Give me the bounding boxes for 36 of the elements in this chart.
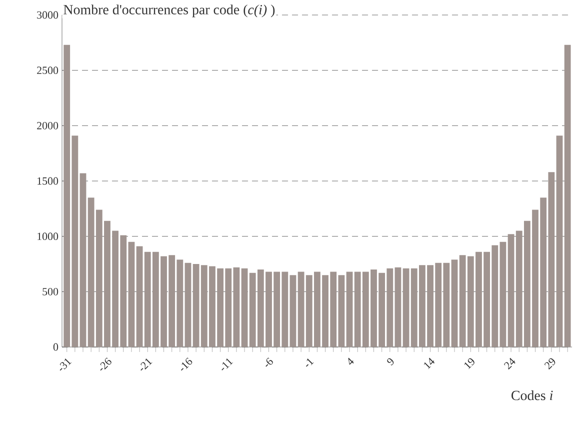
bar [136, 246, 143, 347]
x-tick-label: 19 [464, 358, 474, 370]
bar [564, 44, 571, 347]
y-tick-label: 500 [42, 288, 58, 296]
x-tick-label: 9 [387, 358, 394, 366]
bar [80, 173, 86, 347]
bar [402, 268, 410, 347]
bar [128, 242, 135, 347]
y-tick-label: 3000 [37, 11, 58, 19]
y-tick-label: 2000 [37, 122, 58, 130]
bar [556, 136, 563, 347]
x-tick-label: -16 [180, 358, 192, 371]
x-tick-label: 29 [544, 358, 556, 370]
y-tick-label: 0 [53, 343, 58, 351]
x-tick-label: -11 [222, 358, 234, 370]
chart-title: Nombre d'occurrences par code (c(i) ) [64, 4, 275, 18]
y-tick-label: 1000 [38, 232, 58, 240]
x-tick-label: 4 [348, 358, 354, 365]
x-tick-label: -1 [306, 358, 314, 367]
bar [241, 268, 248, 347]
y-tick-label: 1500 [38, 177, 58, 185]
bar [451, 260, 458, 347]
bar [290, 275, 296, 347]
bar [508, 234, 514, 347]
bar [394, 267, 402, 347]
bar [500, 242, 506, 347]
x-tick-label: -6 [266, 358, 273, 367]
x-tick-label: 24 [504, 358, 516, 370]
bar [346, 272, 353, 347]
x-axis-title: Codes i [512, 390, 553, 400]
x-tick-label: -21 [140, 358, 152, 371]
x-tick-label: -31 [60, 358, 72, 371]
bar [184, 262, 192, 347]
y-tick-label: 2500 [37, 66, 58, 74]
x-tick-label: -26 [100, 358, 112, 371]
x-tick-label: 14 [424, 358, 435, 370]
